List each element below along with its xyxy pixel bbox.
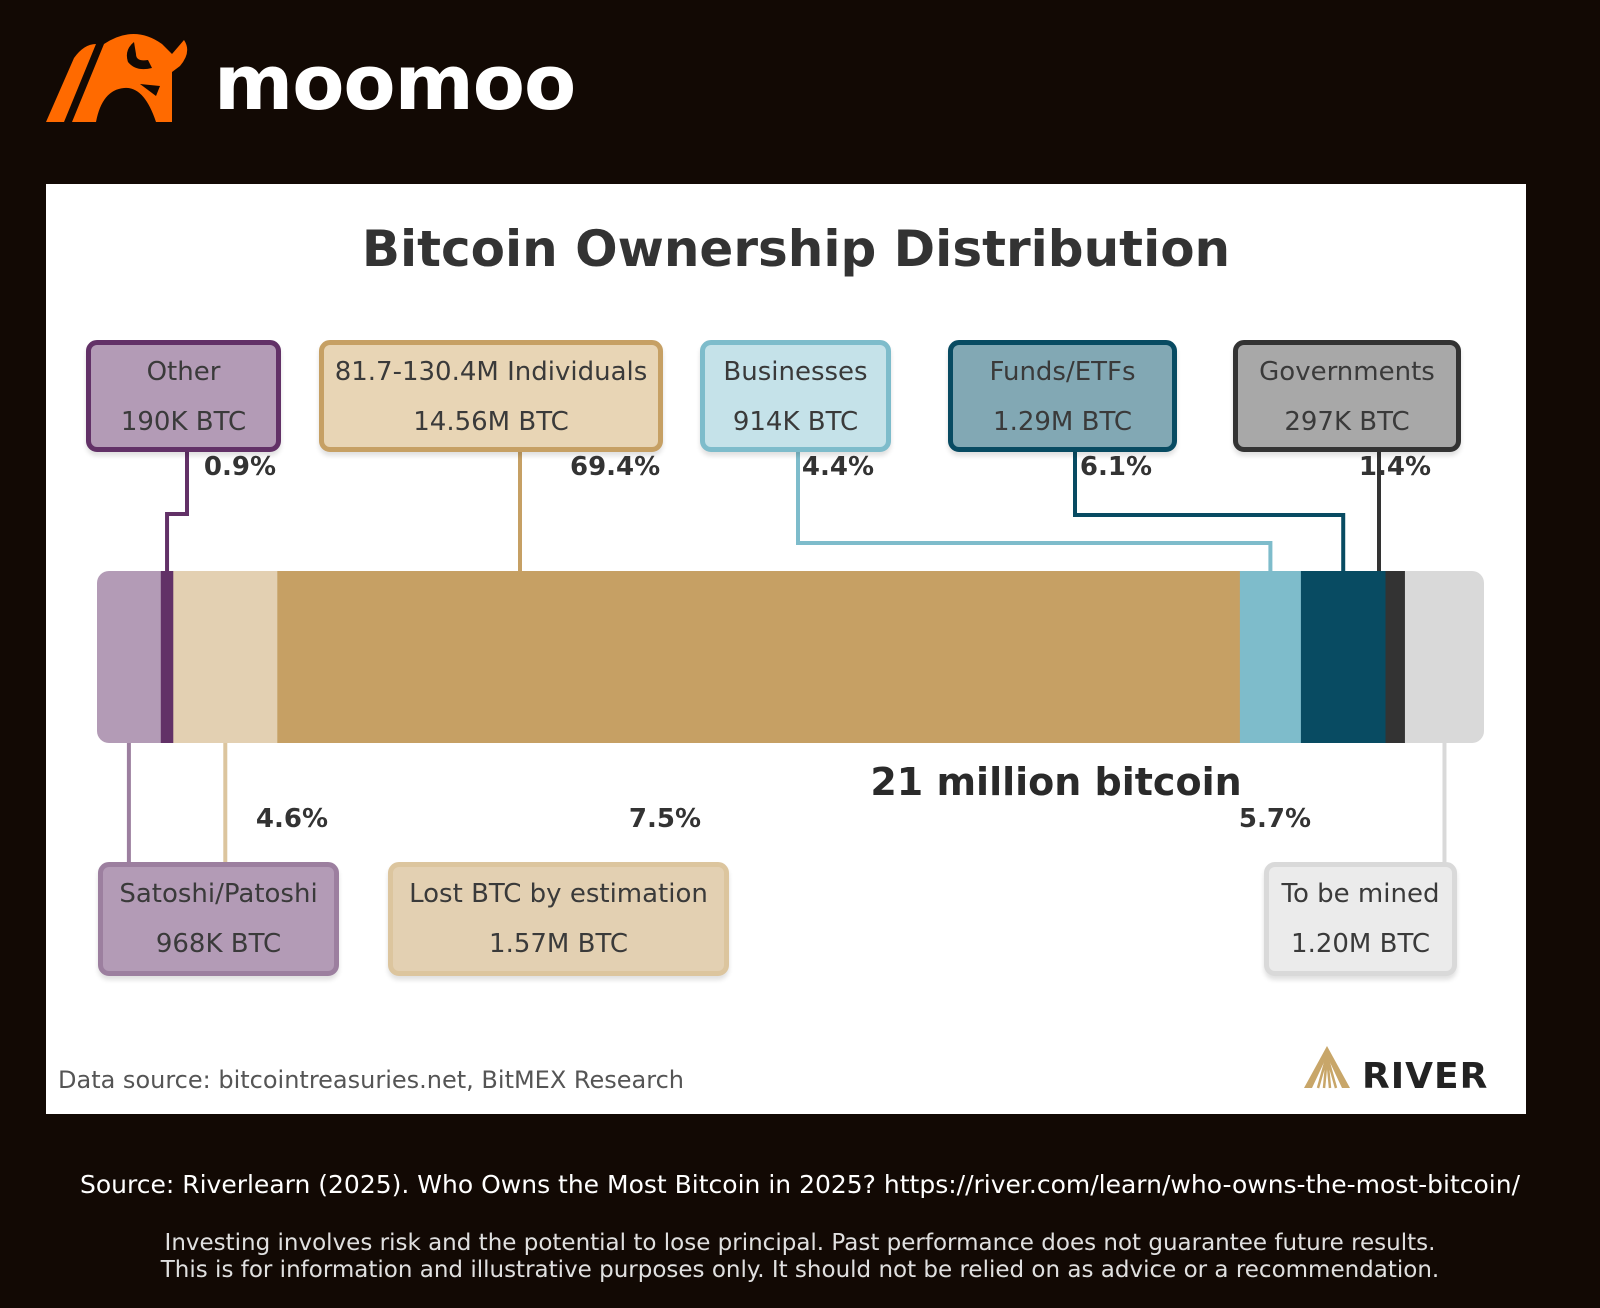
segment-name: Governments bbox=[1259, 357, 1435, 387]
segment-amount: 190K BTC bbox=[120, 407, 247, 437]
segment-label-box: Satoshi/Patoshi 968K BTC bbox=[98, 862, 339, 976]
segment-name: Lost BTC by estimation bbox=[409, 879, 708, 909]
moomoo-logo bbox=[44, 24, 194, 124]
chart-title: Bitcoin Ownership Distribution bbox=[361, 220, 1231, 278]
segment-percent: 69.4% bbox=[570, 452, 661, 482]
river-logo-icon bbox=[1304, 1046, 1350, 1089]
segment-label-box: Governments 297K BTC bbox=[1233, 340, 1461, 452]
bar-segment-1 bbox=[160, 571, 174, 743]
disclaimer-line-2: This is for information and illustrative… bbox=[160, 1257, 1440, 1283]
bar-segment-0 bbox=[97, 571, 162, 743]
bar-segment-7 bbox=[1404, 571, 1484, 743]
chart-graphics bbox=[97, 452, 1484, 862]
segment-percent: 0.9% bbox=[203, 452, 276, 482]
segment-amount: 968K BTC bbox=[155, 929, 282, 959]
segment-percent: 1.4% bbox=[1358, 452, 1431, 482]
segment-percent: 6.1% bbox=[1079, 452, 1152, 482]
disclaimer-line-1: Investing involves risk and the potentia… bbox=[164, 1230, 1436, 1256]
leader-line-1 bbox=[165, 452, 189, 571]
segment-amount: 1.29M BTC bbox=[993, 407, 1132, 437]
source-citation: Source: Riverlearn (2025). Who Owns the … bbox=[79, 1170, 1520, 1199]
segment-name: 81.7-130.4M Individuals bbox=[334, 357, 648, 387]
segment-label-box: Other 190K BTC bbox=[86, 340, 281, 452]
segment-name: Funds/ETFs bbox=[989, 357, 1136, 387]
segment-label-box: Businesses 914K BTC bbox=[700, 340, 891, 452]
segment-name: Other bbox=[146, 357, 221, 387]
segment-percent: 4.6% bbox=[255, 804, 328, 834]
bar-segment-5 bbox=[1300, 571, 1387, 743]
bar-segment-4 bbox=[1239, 571, 1302, 743]
segment-name: Businesses bbox=[723, 357, 868, 387]
segment-percent: 7.5% bbox=[628, 804, 701, 834]
chart-panel: Bitcoin Ownership Distribution Satoshi/P… bbox=[46, 184, 1526, 1114]
segment-label-box: 81.7-130.4M Individuals 14.56M BTC bbox=[319, 340, 663, 452]
segment-amount: 1.57M BTC bbox=[489, 929, 628, 959]
brand-name: moomoo bbox=[214, 38, 576, 127]
bar-segment-6 bbox=[1385, 571, 1406, 743]
segment-amount: 297K BTC bbox=[1284, 407, 1410, 437]
bar-segment-3 bbox=[277, 571, 1241, 743]
bar-segment-2 bbox=[173, 571, 278, 743]
segment-percent: 5.7% bbox=[1238, 804, 1311, 834]
segment-label-box: To be mined 1.20M BTC bbox=[1264, 862, 1457, 976]
leader-line-5 bbox=[1073, 452, 1346, 571]
segment-label-box: Funds/ETFs 1.29M BTC bbox=[948, 340, 1177, 452]
segment-name: To be mined bbox=[1281, 879, 1440, 909]
total-label: 21 million bitcoin bbox=[870, 760, 1242, 804]
segment-amount: 14.56M BTC bbox=[413, 407, 569, 437]
leader-line-4 bbox=[796, 452, 1273, 571]
river-logo: RIVER bbox=[1362, 1056, 1489, 1097]
segment-amount: 914K BTC bbox=[732, 407, 859, 437]
segment-name: Satoshi/Patoshi bbox=[119, 879, 318, 909]
segment-percent: 4.4% bbox=[801, 452, 874, 482]
bull-icon bbox=[46, 34, 188, 122]
stacked-bar bbox=[97, 571, 1484, 743]
data-source: Data source: bitcointreasuries.net, BitM… bbox=[58, 1066, 685, 1094]
segment-amount: 1.20M BTC bbox=[1291, 929, 1430, 959]
segment-label-box: Lost BTC by estimation 1.57M BTC bbox=[388, 862, 729, 976]
